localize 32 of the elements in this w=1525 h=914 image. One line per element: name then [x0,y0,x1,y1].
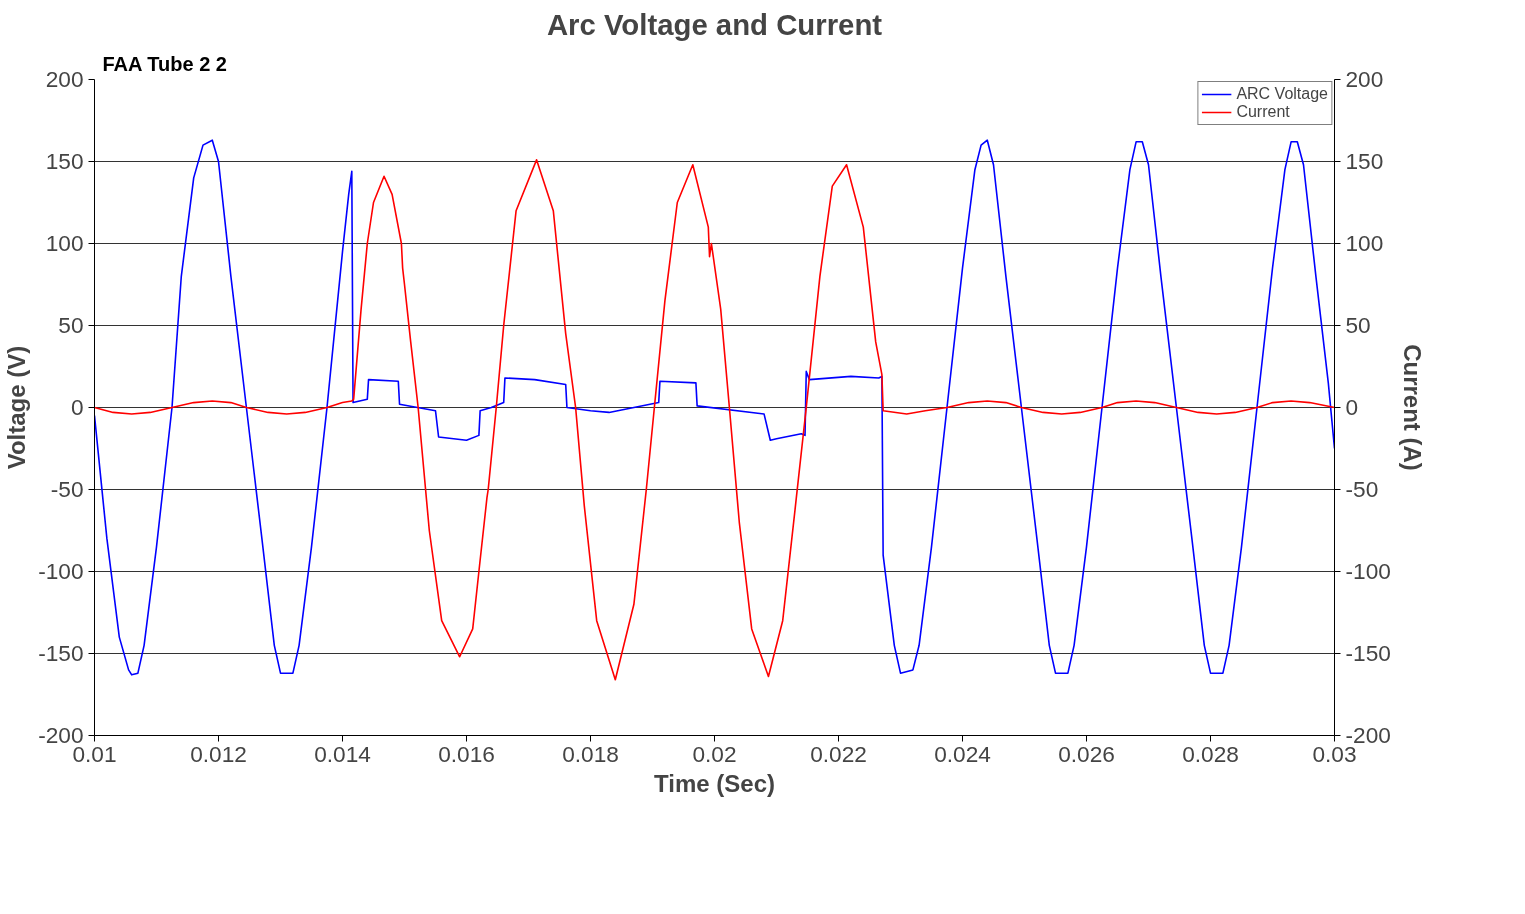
x-tick-label: 0.018 [562,740,619,767]
x-tick-label: 0.026 [1058,740,1115,767]
y-tick-label: -50 [50,476,84,502]
x-tick-label: 0.014 [314,740,371,767]
x-tick-label: 0.012 [190,740,247,767]
x-tick-label: 0.016 [438,740,495,767]
x-tick-label: 0.02 [692,740,737,767]
x-tick-label: 0.028 [1182,740,1239,767]
y2-tick-label: 50 [1345,312,1371,338]
legend-label: Current [1236,103,1290,121]
y-tick-label: 50 [58,312,84,338]
y-tick-label: -100 [38,558,84,584]
y2-tick-label: 100 [1345,230,1384,256]
y2-tick-label: 150 [1345,148,1384,174]
y-tick-label: 200 [45,66,84,92]
text: FAA Tube 2 2 [102,52,227,75]
y-axis-title: Voltage (V) [3,345,31,470]
y-tick-label: 150 [45,148,84,174]
y2-tick-label: 200 [1345,66,1384,92]
x-tick-label: 0.024 [934,740,991,767]
y-tick-label: -150 [38,640,84,666]
y2-tick-label: 0 [1345,394,1359,420]
y2-tick-label: -50 [1345,476,1379,502]
y2-tick-label: -150 [1345,640,1391,666]
y-tick-label: 0 [70,394,84,420]
y-tick-label: 100 [45,230,84,256]
y2-axis-title: Current (A) [1398,344,1426,471]
y2-tick-label: -100 [1345,558,1391,584]
chart-title: Arc Voltage and Current [546,7,883,41]
x-axis-title: Time (Sec) [654,769,775,797]
legend-label: ARC Voltage [1236,85,1328,103]
x-tick-label: 0.022 [810,740,867,767]
